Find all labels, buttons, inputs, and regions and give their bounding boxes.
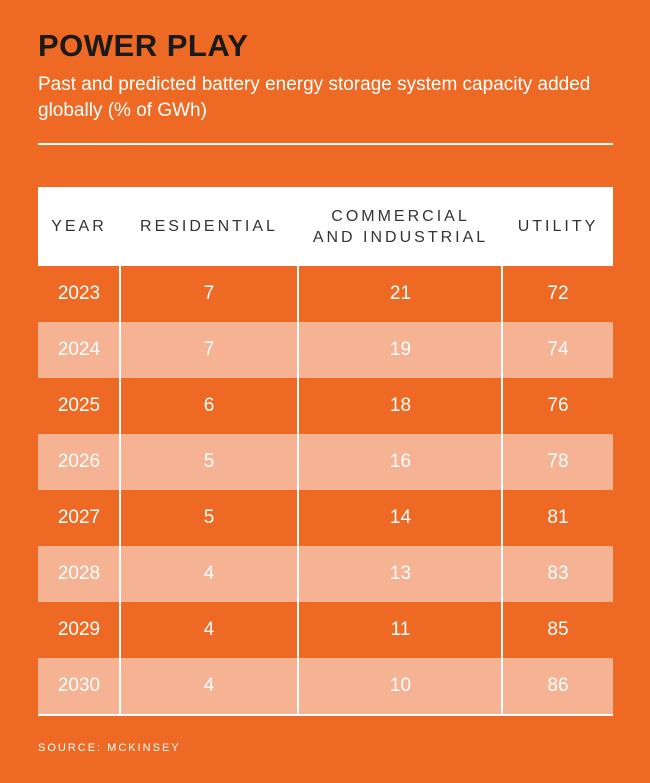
cell-year: 2027: [57, 507, 101, 528]
cell-commercial-industrial: 11: [390, 619, 411, 640]
cell-residential: 4: [203, 619, 215, 640]
cell-commercial-industrial: 18: [389, 395, 412, 416]
cell-utility: 78: [547, 451, 569, 472]
cell-residential: 5: [203, 451, 215, 472]
column-header-commercial-industrial: COMMERCIAL AND INDUSTRIAL: [312, 207, 489, 246]
cell-commercial-industrial: 16: [389, 451, 412, 472]
column-divider: [501, 266, 503, 714]
cell-year: 2025: [57, 395, 101, 416]
column-header-year: YEAR: [51, 218, 107, 235]
cell-utility: 74: [547, 339, 569, 360]
cell-utility: 72: [547, 283, 569, 304]
source-note: SOURCE: MCKINSEY: [38, 742, 181, 754]
column-divider: [297, 266, 299, 714]
cell-utility: 85: [547, 619, 569, 640]
cell-utility: 81: [547, 507, 569, 528]
table-row: 2026 5 16 78: [38, 434, 613, 490]
chart-subtitle: Past and predicted battery energy storag…: [38, 74, 591, 121]
cell-residential: 6: [203, 395, 215, 416]
cell-year: 2030: [57, 675, 101, 696]
table-row: 2023 7 21 72: [38, 266, 613, 322]
title-divider: [38, 143, 613, 145]
cell-utility: 76: [547, 395, 569, 416]
cell-residential: 4: [203, 675, 215, 696]
cell-year: 2026: [57, 451, 101, 472]
cell-residential: 5: [203, 507, 215, 528]
cell-year: 2028: [57, 563, 101, 584]
cell-commercial-industrial: 10: [389, 675, 412, 696]
data-table: YEAR RESIDENTIAL COMMERCIAL AND INDUSTRI…: [38, 187, 613, 716]
cell-residential: 7: [203, 283, 215, 304]
cell-year: 2023: [57, 283, 101, 304]
column-header-residential: RESIDENTIAL: [140, 218, 278, 235]
cell-year: 2029: [57, 619, 101, 640]
cell-commercial-industrial: 19: [389, 339, 412, 360]
table-row: 2029 4 11 85: [38, 602, 613, 658]
cell-commercial-industrial: 14: [389, 507, 412, 528]
column-divider: [119, 266, 121, 714]
table-row: 2025 6 18 76: [38, 378, 613, 434]
column-header-utility: UTILITY: [517, 218, 599, 235]
table-body: 2023 7 21 72 2024 7 19 74 2025 6 18 76 2026 5 16 78 2027…: [38, 266, 613, 714]
table-header: YEAR RESIDENTIAL COMMERCIAL AND INDUSTRI…: [38, 187, 613, 266]
table-row: 2027 5 14 81: [38, 490, 613, 546]
cell-commercial-industrial: 13: [389, 563, 412, 584]
cell-year: 2024: [57, 339, 101, 360]
cell-utility: 83: [547, 563, 569, 584]
table-row: 2024 7 19 74: [38, 322, 613, 378]
cell-commercial-industrial: 21: [389, 283, 412, 304]
chart-title: POWER PLAY: [38, 28, 249, 63]
cell-residential: 7: [203, 339, 215, 360]
cell-residential: 4: [203, 563, 215, 584]
table-bottom-rule: [38, 714, 613, 716]
table-row: 2030 4 10 86: [38, 658, 613, 714]
table-row: 2028 4 13 83: [38, 546, 613, 602]
cell-utility: 86: [547, 675, 569, 696]
